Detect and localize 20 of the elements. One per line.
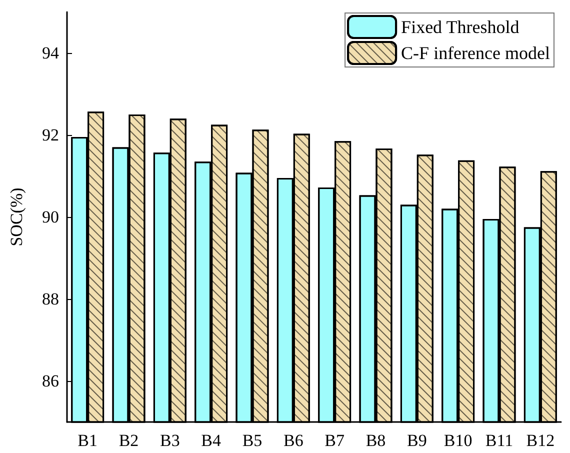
x-tick-label: B9 [406,431,427,450]
y-tick-label: 86 [42,372,59,390]
y-tick-label: 94 [42,44,60,62]
x-tick-label: B6 [283,431,304,450]
x-tick-label: B4 [201,431,222,450]
y-tick-label: 88 [42,290,59,308]
legend-label: C-F inference model [401,43,550,63]
x-tick-label: B8 [366,431,386,450]
x-tick-label: B5 [242,431,262,450]
y-tick-label: 90 [42,208,59,226]
x-tick-label: B3 [160,431,180,450]
x-tick-label: B11 [485,431,514,450]
x-tick-label: B12 [526,431,555,450]
y-tick-label: 92 [42,126,59,144]
x-tick-label: B7 [324,431,345,450]
x-tick-label: B1 [78,431,98,450]
y-axis-title: SOC(%) [7,188,26,246]
legend-label: Fixed Threshold [401,17,520,37]
x-tick-label: B2 [118,431,139,450]
x-tick-label: B10 [444,431,472,450]
